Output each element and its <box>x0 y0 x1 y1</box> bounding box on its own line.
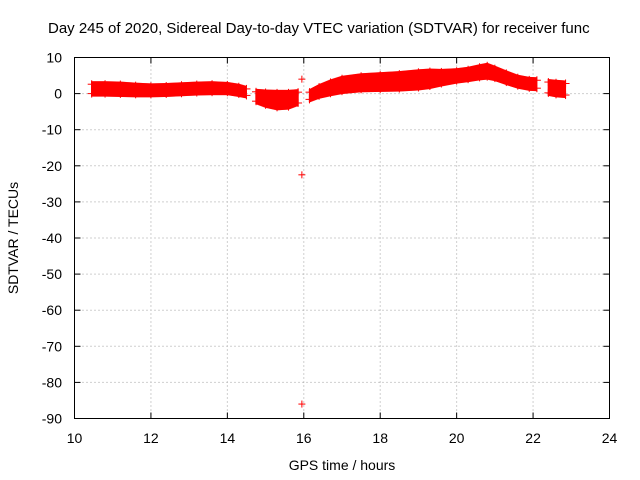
y-tick-label: -70 <box>42 338 62 354</box>
chart-title: Day 245 of 2020, Sidereal Day-to-day VTE… <box>48 20 590 37</box>
x-tick-label: 14 <box>220 430 236 446</box>
x-tick-label: 10 <box>67 430 83 446</box>
grid <box>74 57 610 419</box>
y-tick-label: -80 <box>42 374 62 390</box>
x-tick-label: 22 <box>525 430 541 446</box>
y-tick-label: -30 <box>42 194 62 210</box>
data-trace-segment <box>87 80 251 100</box>
x-tick-label: 20 <box>449 430 465 446</box>
x-tick-label: 12 <box>143 430 159 446</box>
y-tick-label: -10 <box>42 122 62 138</box>
data-trace-segment <box>252 87 303 112</box>
ticks: 10 12 14 16 18 20 22 24 10 0 -10 -20 -30 -40 -50 -60 -70… <box>42 50 618 447</box>
data-trace-segment <box>305 61 541 104</box>
y-tick-label: -60 <box>42 302 62 318</box>
y-axis-label: SDTVAR / TECUs <box>5 182 21 294</box>
y-tick-label: -90 <box>42 411 62 427</box>
y-tick-label: -20 <box>42 158 62 174</box>
x-axis-label: GPS time / hours <box>289 457 396 473</box>
x-tick-label: 16 <box>296 430 312 446</box>
outlier-point <box>298 400 306 408</box>
y-tick-label: -40 <box>42 230 62 246</box>
data-trace-segment <box>544 78 570 100</box>
data-layer <box>87 61 570 408</box>
outlier-point <box>298 75 306 83</box>
y-tick-label: 10 <box>46 50 62 66</box>
y-tick-label: -50 <box>42 266 62 282</box>
x-tick-label: 18 <box>372 430 388 446</box>
y-tick-label: 0 <box>54 86 62 102</box>
outlier-point <box>298 171 306 179</box>
x-tick-label: 24 <box>602 430 618 446</box>
